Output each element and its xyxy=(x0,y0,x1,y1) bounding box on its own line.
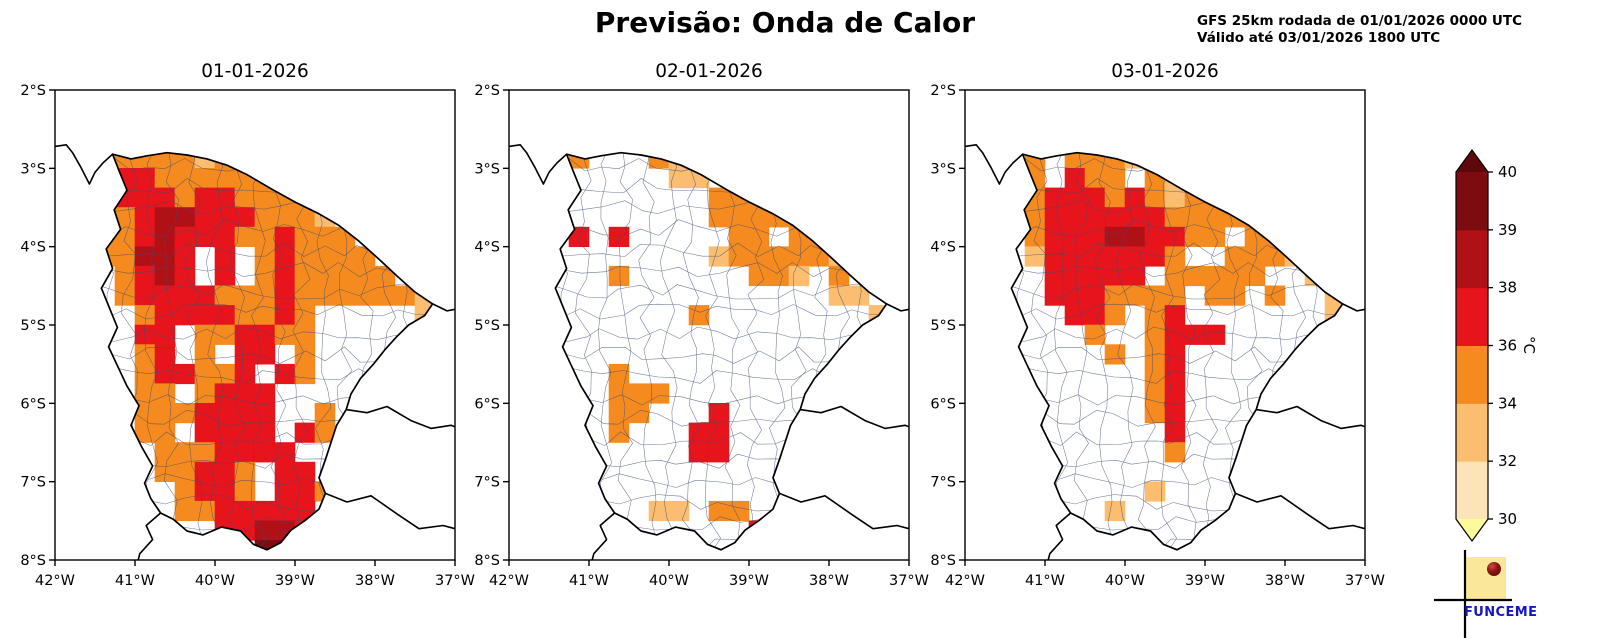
lon-tick-label: 42°W xyxy=(945,573,985,589)
neighbor-state-border xyxy=(1256,405,1366,430)
panel-title-day2: 02-01-2026 xyxy=(655,61,763,82)
lat-tick-label: 6°S xyxy=(474,396,500,412)
figure-title: Previsão: Onda de Calor xyxy=(594,6,976,39)
colorbar-under-arrow xyxy=(1456,519,1488,541)
colorbar-segment xyxy=(1456,172,1488,231)
lon-tick-label: 38°W xyxy=(1265,573,1305,589)
neighbor-state-border xyxy=(886,303,910,312)
lon-tick-label: 39°W xyxy=(729,573,769,589)
funceme-logo xyxy=(1434,550,1512,638)
neighbor-state-border xyxy=(508,144,568,185)
lat-tick-label: 4°S xyxy=(930,240,956,256)
lon-tick-label: 38°W xyxy=(355,573,395,589)
lat-tick-label: 8°S xyxy=(20,553,46,569)
colorbar-tick-label: 34 xyxy=(1498,394,1517,412)
lon-tick-label: 41°W xyxy=(115,573,155,589)
neighbor-state-border xyxy=(325,492,456,530)
lon-tick-label: 42°W xyxy=(35,573,75,589)
lat-tick-label: 3°S xyxy=(474,161,500,177)
neighbor-state-border xyxy=(54,144,114,185)
lon-tick-label: 39°W xyxy=(1185,573,1225,589)
lat-tick-label: 4°S xyxy=(474,240,500,256)
lon-tick-label: 37°W xyxy=(1345,573,1385,589)
heat-cells xyxy=(101,152,433,550)
map-panel-day1: 2°S 3°S 4°S 5°S 6°S 7°S 8°S 42°W 41°W 40°W 39°W 38°… xyxy=(20,83,475,589)
lon-tick-label: 41°W xyxy=(1025,573,1065,589)
lat-tick-label: 5°S xyxy=(930,318,956,334)
lon-tick-label: 38°W xyxy=(809,573,849,589)
colorbar-over-arrow xyxy=(1456,150,1488,172)
neighbor-state-border xyxy=(346,405,456,430)
neighbor-state-border xyxy=(964,144,1024,185)
colorbar-tick-label: 30 xyxy=(1498,510,1517,528)
lat-tick-label: 5°S xyxy=(20,318,46,334)
colorbar-segment xyxy=(1456,345,1488,404)
lat-tick-label: 8°S xyxy=(474,553,500,569)
map-panel-day2: 2°S 3°S 4°S 5°S 6°S 7°S 8°S 42°W 41°W 40°W 39°W 38°… xyxy=(474,83,929,589)
colorbar-tick-label: 38 xyxy=(1498,279,1517,297)
lat-tick-label: 7°S xyxy=(474,475,500,491)
lat-tick-label: 3°S xyxy=(20,161,46,177)
lat-tick-label: 5°S xyxy=(474,318,500,334)
panel-title-day1: 01-01-2026 xyxy=(201,61,309,82)
lat-tick-label: 4°S xyxy=(20,240,46,256)
colorbar-tick-label: 32 xyxy=(1498,452,1517,470)
lon-tick-label: 40°W xyxy=(1105,573,1145,589)
neighbor-state-border xyxy=(800,405,910,430)
lat-tick-label: 2°S xyxy=(930,83,956,99)
state-border xyxy=(1010,151,1344,551)
funceme-logo-label: FUNCEME xyxy=(1464,605,1538,620)
neighbor-state-border xyxy=(1047,512,1072,561)
lat-tick-label: 8°S xyxy=(930,553,956,569)
model-run-info: GFS 25km rodada de 01/01/2026 0000 UTC V… xyxy=(1197,13,1522,47)
lat-tick-label: 7°S xyxy=(20,475,46,491)
lon-tick-label: 39°W xyxy=(275,573,315,589)
lat-tick-label: 7°S xyxy=(930,475,956,491)
model-run-line1: GFS 25km rodada de 01/01/2026 0000 UTC xyxy=(1197,13,1523,29)
neighbor-state-border xyxy=(1342,303,1366,312)
colorbar-segment xyxy=(1456,287,1488,346)
axis-ticks-labels: 2°S 3°S 4°S 5°S 6°S 7°S 8°S 42°W 41°W 40°W 39°W 38°… xyxy=(20,83,475,589)
lon-tick-label: 37°W xyxy=(889,573,929,589)
lat-tick-label: 2°S xyxy=(20,83,46,99)
lat-tick-label: 3°S xyxy=(930,161,956,177)
lon-tick-label: 40°W xyxy=(195,573,235,589)
lat-tick-label: 6°S xyxy=(20,396,46,412)
colorbar-segment xyxy=(1456,229,1488,289)
colorbar-tick-label: 39 xyxy=(1498,221,1517,239)
lon-tick-label: 37°W xyxy=(435,573,475,589)
logo-ball-icon xyxy=(1487,562,1501,576)
logo-square xyxy=(1466,557,1506,600)
model-run-line2: Válido até 03/01/2026 1800 UTC xyxy=(1197,30,1441,46)
axis-ticks-labels: 2°S 3°S 4°S 5°S 6°S 7°S 8°S 42°W 41°W 40°W 39°W 38°… xyxy=(930,83,1385,589)
colorbar: 30 32 34 36 38 39 40 xyxy=(1455,148,1517,543)
neighbor-state-border xyxy=(1235,492,1366,530)
neighbor-state-border xyxy=(137,512,162,561)
lat-tick-label: 2°S xyxy=(474,83,500,99)
neighbor-state-border xyxy=(432,303,456,312)
lat-tick-label: 6°S xyxy=(930,396,956,412)
axis-ticks-labels: 2°S 3°S 4°S 5°S 6°S 7°S 8°S 42°W 41°W 40°W 39°W 38°… xyxy=(474,83,929,589)
lon-tick-label: 42°W xyxy=(489,573,529,589)
heat-cells xyxy=(1024,152,1343,522)
state-border xyxy=(554,151,888,551)
state-border xyxy=(100,151,434,551)
neighbor-state-border xyxy=(779,492,910,530)
colorbar-segment xyxy=(1456,403,1488,462)
colorbar-segment xyxy=(1456,461,1488,520)
colorbar-tick-label: 36 xyxy=(1498,337,1517,355)
colorbar-tick-label: 40 xyxy=(1498,163,1517,181)
lon-tick-label: 41°W xyxy=(569,573,609,589)
panel-title-day3: 03-01-2026 xyxy=(1111,61,1219,82)
lon-tick-label: 40°W xyxy=(649,573,689,589)
neighbor-state-border xyxy=(591,512,616,561)
map-panel-day3: 2°S 3°S 4°S 5°S 6°S 7°S 8°S 42°W 41°W 40°W 39°W 38°… xyxy=(930,83,1385,589)
colorbar-unit-label: °C xyxy=(1519,336,1538,354)
